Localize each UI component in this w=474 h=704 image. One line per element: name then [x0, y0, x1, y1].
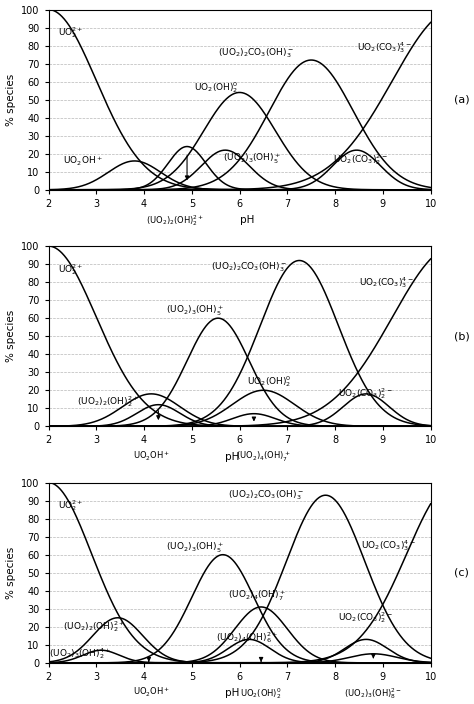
Y-axis label: % species: % species	[6, 310, 16, 363]
Text: (UO$_2$)$_2$(OH)$_2^{2+}$: (UO$_2$)$_2$(OH)$_2^{2+}$	[146, 213, 204, 228]
Y-axis label: % species: % species	[6, 73, 16, 126]
Text: (UO$_2$)$_3$(OH)$_5^+$: (UO$_2$)$_3$(OH)$_5^+$	[165, 304, 224, 318]
Text: UO$_2$(CO$_3$)$_2^{2-}$: UO$_2$(CO$_3$)$_2^{2-}$	[337, 610, 392, 625]
Text: pH: pH	[225, 688, 239, 698]
Text: (UO$_2$)$_2$CO$_3$(OH)$_3^-$: (UO$_2$)$_2$CO$_3$(OH)$_3^-$	[218, 46, 294, 60]
Text: UO$_2^{2+}$: UO$_2^{2+}$	[58, 262, 84, 277]
Text: (UO$_2$)$_2$CO$_3$(OH)$_3^-$: (UO$_2$)$_2$CO$_3$(OH)$_3^-$	[228, 489, 303, 502]
Text: (UO$_2$)$_4$(OH)$_7^+$: (UO$_2$)$_4$(OH)$_7^+$	[228, 589, 286, 603]
Text: (UO$_2$)$_2$(OH)$_2^{2+}$: (UO$_2$)$_2$(OH)$_2^{2+}$	[63, 620, 125, 634]
Text: (UO$_2$)$_3$(OH)$_5^+$: (UO$_2$)$_3$(OH)$_5^+$	[223, 152, 281, 166]
Text: UO$_2$(CO$_3$)$_2^{2-}$: UO$_2$(CO$_3$)$_2^{2-}$	[333, 151, 387, 167]
Text: pH: pH	[240, 215, 255, 225]
Text: (UO$_2$)$_2$(OH)$_2^{2+}$: (UO$_2$)$_2$(OH)$_2^{2+}$	[77, 394, 139, 408]
Text: (c): (c)	[454, 567, 468, 578]
Text: UO$_2$(OH)$_2^0$: UO$_2$(OH)$_2^0$	[247, 374, 292, 389]
Text: (UO$_2$)$_3$(OH)$_5^+$: (UO$_2$)$_3$(OH)$_5^+$	[165, 541, 224, 555]
Text: UO$_2$(CO$_3$)$_3^{4-}$: UO$_2$(CO$_3$)$_3^{4-}$	[359, 275, 414, 289]
Text: UO$_2^{2+}$: UO$_2^{2+}$	[58, 25, 84, 40]
Text: UO$_2$(OH)$_2^0$: UO$_2$(OH)$_2^0$	[240, 686, 282, 701]
Text: UO$_2$(CO$_3$)$_2^{2-}$: UO$_2$(CO$_3$)$_2^{2-}$	[337, 386, 392, 401]
Text: (UO$_2$)$_2$CO$_3$(OH)$_3^-$: (UO$_2$)$_2$CO$_3$(OH)$_3^-$	[211, 261, 287, 275]
Text: UO$_2$OH$^+$: UO$_2$OH$^+$	[63, 154, 103, 168]
Text: (UO$_2$)$_4$(OH)$_6^{2+}$: (UO$_2$)$_4$(OH)$_6^{2+}$	[216, 630, 278, 645]
Text: UO$_2^{2+}$: UO$_2^{2+}$	[58, 498, 84, 513]
Text: (UO$_2$)$_4$(OH)$_7^+$: (UO$_2$)$_4$(OH)$_7^+$	[236, 450, 291, 464]
Text: UO$_2$(OH)$_2^0$: UO$_2$(OH)$_2^0$	[194, 80, 239, 94]
Text: (a): (a)	[454, 94, 469, 105]
Y-axis label: % species: % species	[6, 546, 16, 599]
Text: UO$_2$(CO$_3$)$_3^{4-}$: UO$_2$(CO$_3$)$_3^{4-}$	[356, 40, 411, 55]
Text: (UO$_2$)$_3$(OH)$_8^{2-}$: (UO$_2$)$_3$(OH)$_8^{2-}$	[344, 686, 402, 701]
Text: pH: pH	[225, 451, 239, 462]
Text: UO$_2$(CO$_3$)$_3^{4-}$: UO$_2$(CO$_3$)$_3^{4-}$	[361, 538, 416, 553]
Text: (b): (b)	[454, 331, 469, 341]
Text: UO$_2$OH$^+$: UO$_2$OH$^+$	[133, 450, 170, 463]
Text: UO$_2$OH$^+$: UO$_2$OH$^+$	[133, 686, 170, 700]
Text: (UO$_2$)$_3$(OH)$_2^{4+}$: (UO$_2$)$_3$(OH)$_2^{4+}$	[48, 646, 111, 661]
